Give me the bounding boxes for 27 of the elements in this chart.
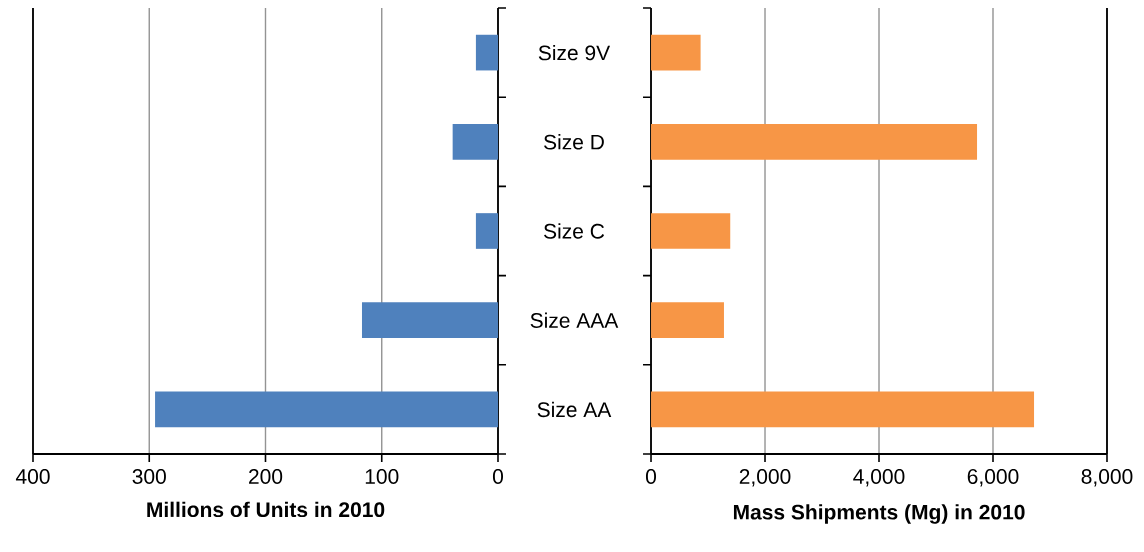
x-tick-label: 0 xyxy=(645,469,657,484)
bar xyxy=(651,302,724,339)
bar xyxy=(361,302,498,339)
x-tick-label: 200 xyxy=(249,469,283,484)
bar xyxy=(475,213,498,249)
x-axis-title: Mass Shipments (Mg) in 2010 xyxy=(733,504,1025,524)
bar xyxy=(475,34,498,71)
x-tick-label: 400 xyxy=(15,469,50,484)
x-tick-label: 4,000 xyxy=(853,469,905,487)
bar xyxy=(651,123,978,160)
x-axis-title: Millions of Units in 2010 xyxy=(147,501,385,518)
x-tick-label: 300 xyxy=(132,469,166,484)
y-tick-label: Size AA xyxy=(537,401,612,418)
y-tick-label: Size C xyxy=(544,223,605,239)
bar xyxy=(651,213,731,249)
x-tick-label: 2,000 xyxy=(739,469,791,487)
bar xyxy=(452,123,498,160)
x-tick-label: 8,000 xyxy=(1081,469,1133,487)
bar xyxy=(155,391,498,428)
x-tick-label: 0 xyxy=(492,469,504,484)
x-tick-label: 6,000 xyxy=(967,469,1019,487)
y-tick-label: Size AAA xyxy=(530,312,619,328)
bar xyxy=(651,391,1035,428)
x-tick-label: 100 xyxy=(365,469,399,484)
y-tick-label: Size D xyxy=(544,134,604,150)
y-tick-label: Size 9V xyxy=(538,44,611,61)
bar xyxy=(651,34,701,71)
